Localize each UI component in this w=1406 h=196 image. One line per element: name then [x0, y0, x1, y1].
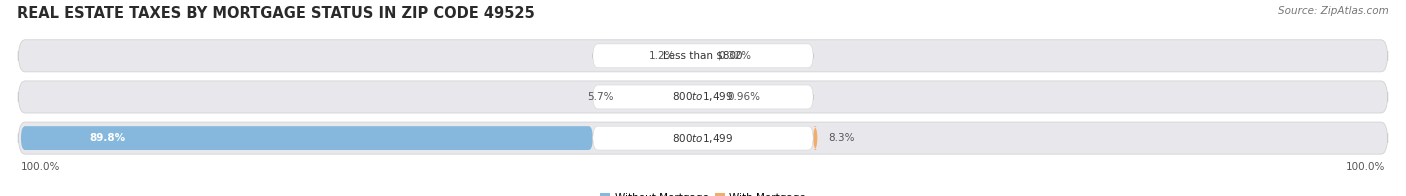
FancyBboxPatch shape	[21, 126, 593, 150]
FancyBboxPatch shape	[18, 40, 1388, 72]
Text: 100.0%: 100.0%	[21, 162, 60, 172]
FancyBboxPatch shape	[593, 126, 813, 150]
FancyBboxPatch shape	[813, 126, 817, 150]
Text: $800 to $1,499: $800 to $1,499	[672, 91, 734, 103]
Text: 0.96%: 0.96%	[727, 92, 761, 102]
Text: 89.8%: 89.8%	[90, 133, 125, 143]
Text: 5.7%: 5.7%	[586, 92, 613, 102]
FancyBboxPatch shape	[18, 122, 1388, 154]
Text: REAL ESTATE TAXES BY MORTGAGE STATUS IN ZIP CODE 49525: REAL ESTATE TAXES BY MORTGAGE STATUS IN …	[17, 6, 534, 21]
Legend: Without Mortgage, With Mortgage: Without Mortgage, With Mortgage	[600, 193, 806, 196]
Text: 100.0%: 100.0%	[1346, 162, 1385, 172]
Text: 0.32%: 0.32%	[718, 51, 751, 61]
Text: $800 to $1,499: $800 to $1,499	[672, 132, 734, 145]
FancyBboxPatch shape	[593, 44, 813, 68]
Text: 8.3%: 8.3%	[828, 133, 855, 143]
FancyBboxPatch shape	[18, 81, 1388, 113]
Text: Less than $800: Less than $800	[664, 51, 742, 61]
Text: 1.2%: 1.2%	[650, 51, 675, 61]
Text: Source: ZipAtlas.com: Source: ZipAtlas.com	[1278, 6, 1389, 16]
FancyBboxPatch shape	[593, 85, 813, 109]
